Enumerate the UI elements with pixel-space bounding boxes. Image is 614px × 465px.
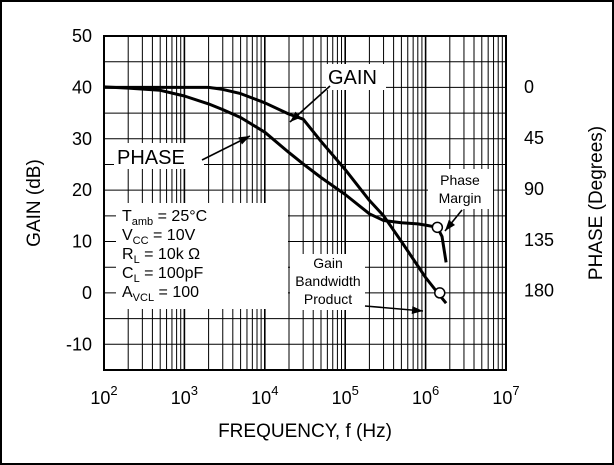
condition-v-cc: VCC = 10V	[122, 227, 196, 247]
phase-series-label: PHASE	[117, 147, 185, 169]
y-left-axis-title: GAIN (dB)	[24, 159, 45, 247]
plot-border	[103, 35, 507, 371]
y-left-tick-label: 20	[72, 180, 92, 200]
y-left-tick-label: 40	[72, 77, 92, 97]
y-left-tick-label: 50	[72, 26, 92, 46]
x-tick-label: 103	[171, 383, 198, 408]
x-tick-label: 104	[251, 383, 278, 408]
gain-arrow-head	[290, 111, 301, 122]
series-phase-line	[103, 85, 448, 263]
phase-margin-arrow-head	[445, 219, 456, 231]
y-right-tick-label: 180	[524, 281, 554, 301]
gbw-box	[290, 254, 365, 310]
tick-labels: 50 40 30 20 10 0 -10 0 45 90 135 180 102 103 104 105 106…	[66, 26, 554, 408]
condition-r-l: RL = 10k Ω	[122, 246, 200, 266]
y-right-tick-label: 45	[524, 128, 544, 148]
y-left-tick-label: 10	[72, 232, 92, 252]
phase-margin-label-2: Margin	[439, 190, 482, 206]
x-tick-label: 106	[412, 383, 439, 408]
phase-arrow-head	[238, 136, 250, 145]
x-tick-label: 102	[90, 383, 117, 408]
y-left-tick-label: -10	[66, 334, 92, 354]
x-tick-label: 107	[492, 383, 519, 408]
condition-c-l: CL = 100pF	[122, 265, 204, 285]
gbw-label-1: Gain	[313, 255, 343, 271]
gbw-arrow-head	[411, 306, 423, 315]
gbw-marker	[434, 287, 446, 299]
gain-label-box	[326, 64, 386, 90]
phase-margin-box	[428, 169, 493, 209]
gbw-label-3: Product	[304, 291, 352, 307]
y-right-tick-label: 90	[524, 179, 544, 199]
gbw-label-2: Bandwidth	[295, 273, 360, 289]
condition-a-vcl: AVCL = 100	[122, 284, 199, 304]
phase-margin-label-1: Phase	[440, 172, 480, 188]
y-left-tick-label: 0	[82, 283, 92, 303]
y-right-tick-label: 135	[524, 230, 554, 250]
condition-t-amb: Tamb = 25°C	[122, 208, 207, 228]
phase-margin-marker	[431, 221, 444, 234]
gain-series-label: GAIN	[328, 67, 377, 89]
phase-label-box	[114, 143, 204, 169]
conditions-box	[116, 203, 288, 309]
x-axis-title: FREQUENCY, f (Hz)	[218, 421, 392, 442]
annotation-arrows	[201, 85, 463, 315]
y-left-tick-label: 30	[72, 129, 92, 149]
y-right-axis-title: PHASE (Degrees)	[586, 126, 607, 280]
y-right-tick-label: 0	[524, 77, 534, 97]
x-tick-label: 105	[332, 383, 359, 408]
